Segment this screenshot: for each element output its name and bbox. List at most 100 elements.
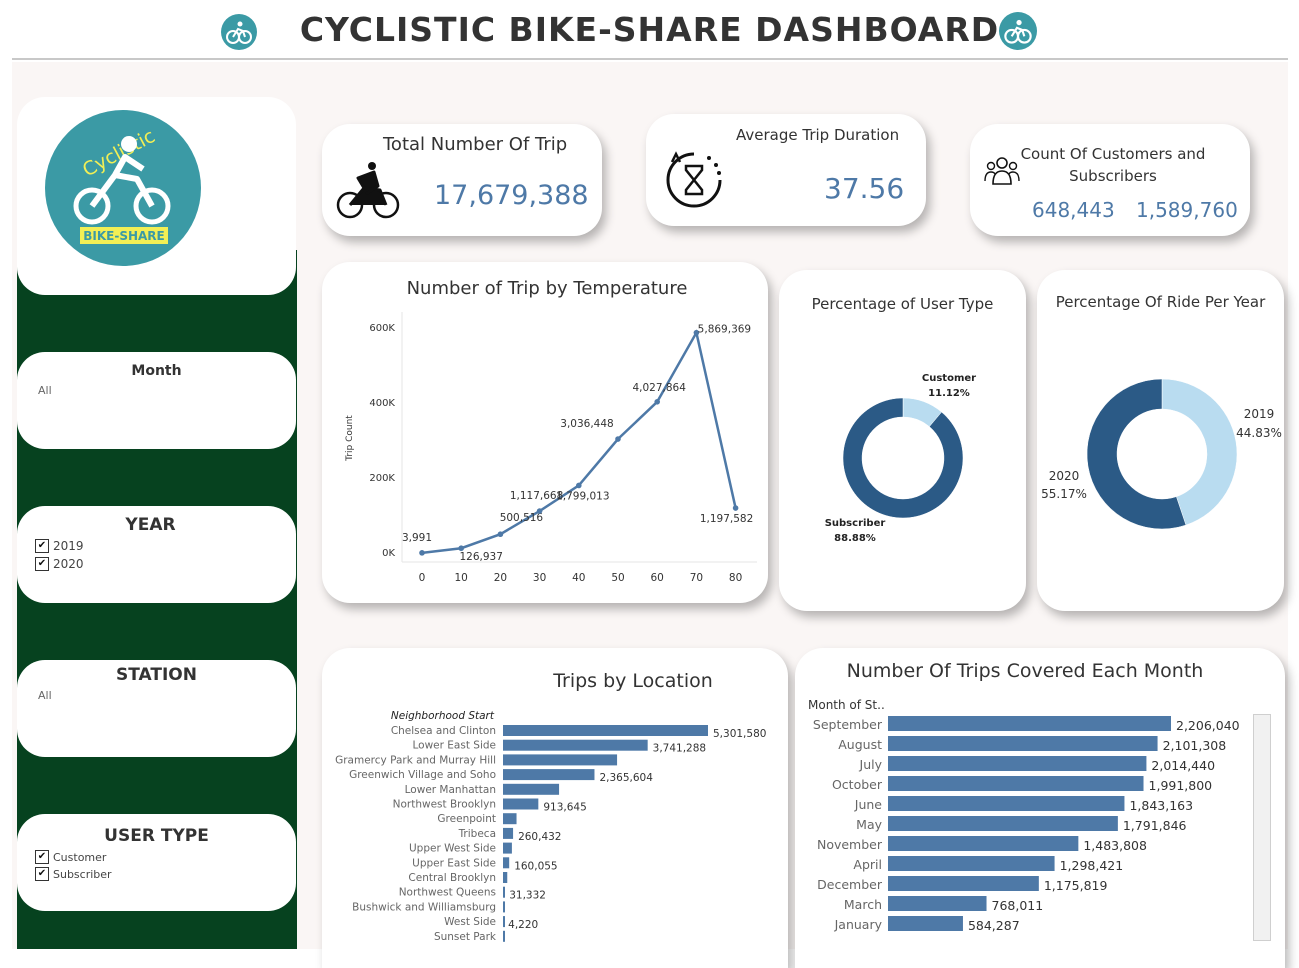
category-label: Greenwich Village and Soho: [349, 769, 496, 781]
row-header: Month of St..: [808, 698, 885, 712]
kpi-total-trips-value: 17,679,388: [434, 180, 589, 211]
bar: [888, 876, 1039, 891]
category-label: Upper East Side: [412, 857, 496, 869]
value-label: 1,791,846: [1123, 818, 1187, 833]
user-type-option-customer[interactable]: ✔ Customer: [35, 850, 106, 864]
category-label: August: [838, 737, 882, 752]
month-filter[interactable]: Month All: [17, 352, 296, 449]
month-chart-scrollbar[interactable]: [1253, 714, 1271, 941]
trips-by-location-chart: Neighborhood Start Chelsea and Clinton 5,…: [335, 710, 766, 943]
data-label: 3,991: [402, 532, 432, 544]
bar: [503, 901, 505, 913]
data-point: [732, 505, 739, 511]
ride-per-year-card: Percentage Of Ride Per Year 2019 44.83% …: [1037, 270, 1284, 611]
series-line: [421, 329, 737, 555]
donut-slice: [1086, 378, 1187, 530]
kpi-subscribers-value: 1,589,760: [1136, 198, 1238, 222]
header-logo-right-icon: [999, 12, 1037, 50]
slice-label-2019: 2019: [1244, 407, 1275, 421]
value-label: 1,843,163: [1129, 798, 1193, 813]
x-tick-label: 70: [690, 572, 703, 584]
x-tick-label: 50: [611, 572, 624, 584]
year-option-2019[interactable]: ✔ 2019: [35, 539, 84, 553]
y-tick-label: 200K: [369, 473, 395, 484]
slice-label-customer: Customer: [922, 373, 976, 384]
category-label: July: [859, 757, 883, 772]
data-point: [497, 531, 504, 538]
kpi-average-duration-title: Average Trip Duration: [736, 126, 900, 144]
data-point: [458, 545, 464, 552]
bar: [503, 827, 514, 839]
data-point: [615, 436, 621, 442]
bar: [503, 754, 618, 766]
station-filter[interactable]: STATION All: [17, 660, 296, 757]
y-tick-label: 0K: [382, 548, 395, 559]
year-filter-title: YEAR: [125, 515, 176, 535]
category-label: Central Brooklyn: [408, 872, 496, 884]
category-label: Chelsea and Clinton: [391, 725, 496, 737]
checkbox-checked-icon[interactable]: ✔: [35, 867, 49, 881]
user-type-option-subscriber[interactable]: ✔ Subscriber: [35, 867, 112, 881]
value-label: 260,432: [518, 831, 561, 843]
category-label: April: [853, 857, 882, 872]
station-filter-value[interactable]: All: [38, 689, 52, 702]
value-label: 584,287: [968, 918, 1020, 933]
checkbox-checked-icon[interactable]: ✔: [35, 557, 49, 571]
checkbox-checked-icon[interactable]: ✔: [35, 539, 49, 553]
header-logo-left-icon: [221, 14, 257, 50]
category-label: November: [817, 837, 883, 852]
bar: [888, 796, 1125, 811]
value-label: 1,298,421: [1060, 858, 1124, 873]
chart-title: Trips by Location: [553, 670, 713, 692]
category-label: Greenpoint: [437, 813, 496, 825]
slice-label-subscriber: Subscriber: [825, 518, 886, 529]
value-label: 2,365,604: [599, 772, 653, 784]
user-type-donut-chart: Customer 11.12% Subscriber 88.88%: [825, 373, 976, 544]
bar: [888, 856, 1055, 871]
slice-value-customer: 11.12%: [928, 388, 970, 399]
x-tick-label: 30: [533, 572, 546, 584]
bar: [888, 716, 1171, 731]
year-option-2020[interactable]: ✔ 2020: [35, 557, 84, 571]
value-label: 4,220: [508, 919, 538, 931]
bar: [503, 872, 508, 883]
month-filter-value[interactable]: All: [38, 384, 52, 397]
bar: [503, 842, 512, 854]
category-label: October: [832, 777, 883, 792]
station-filter-title: STATION: [116, 665, 197, 685]
value-label: 160,055: [514, 860, 557, 872]
data-point: [536, 508, 543, 514]
trips-each-month-chart: Month of St.. September 2,206,040 August 2,…: [808, 698, 1240, 933]
donut-slice: [842, 397, 964, 519]
value-label: 3,741,288: [653, 743, 706, 755]
value-label: 2,101,308: [1163, 738, 1227, 753]
category-label: Upper West Side: [409, 843, 496, 855]
bar: [503, 813, 517, 825]
donut-slice: [1161, 378, 1238, 526]
bar: [888, 896, 987, 911]
slice-label-2020: 2020: [1049, 469, 1080, 483]
x-tick-label: 20: [494, 572, 507, 584]
checkbox-checked-icon[interactable]: ✔: [35, 850, 49, 864]
logo-card: Cyclistic BIKE-SHARE: [17, 97, 296, 295]
value-label: 2,014,440: [1151, 758, 1215, 773]
category-label: December: [817, 877, 883, 892]
row-header: Neighborhood Start: [391, 710, 495, 722]
users-group-icon: [984, 157, 1020, 185]
logo-text-bikeshare: BIKE-SHARE: [83, 229, 165, 243]
category-label: Sunset Park: [434, 931, 497, 943]
chart-title: Percentage Of Ride Per Year: [1055, 293, 1266, 311]
category-label: Lower Manhattan: [405, 784, 496, 796]
chart-title: Number of Trip by Temperature: [406, 278, 688, 299]
category-label: September: [813, 717, 883, 732]
data-point: [419, 550, 425, 556]
data-label: 1,799,013: [556, 490, 609, 502]
category-label: Gramercy Park and Murray Hill: [335, 754, 496, 766]
y-tick-label: 400K: [369, 398, 395, 409]
bar: [503, 886, 505, 898]
value-label: 2,206,040: [1176, 718, 1240, 733]
data-label: 4,027,864: [632, 382, 686, 394]
bar: [503, 916, 505, 928]
trips-each-month-card: Number Of Trips Covered Each Month Month…: [795, 648, 1285, 968]
category-label: West Side: [444, 916, 496, 928]
